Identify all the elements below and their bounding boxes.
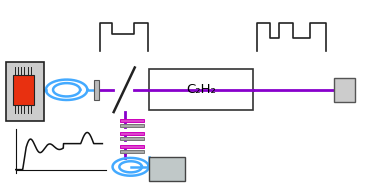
Bar (149, 69, 253, 110)
Bar (94, 80, 99, 100)
Bar (120, 119, 144, 122)
Bar (334, 78, 355, 102)
Bar (149, 157, 185, 181)
Bar (120, 124, 144, 127)
Bar (120, 132, 144, 135)
Bar (120, 137, 144, 140)
Bar (120, 145, 144, 148)
Bar (120, 150, 144, 153)
Bar (13, 75, 34, 105)
Text: C₂H₂: C₂H₂ (186, 83, 216, 96)
Bar (6, 62, 44, 121)
